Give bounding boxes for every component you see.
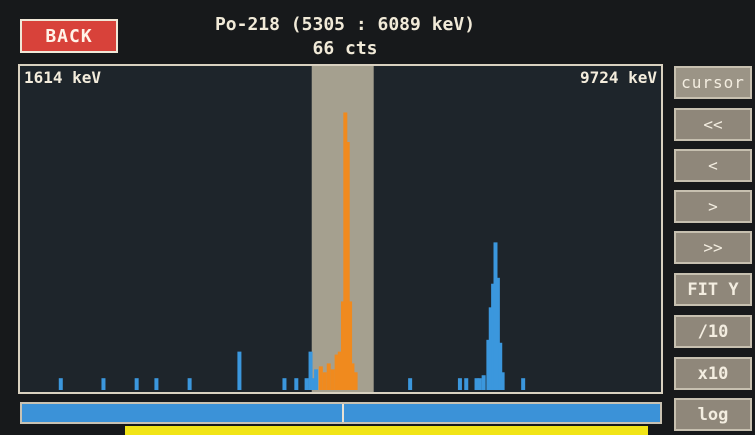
spectrum-bar (498, 342, 503, 390)
cursor-button[interactable]: cursor (674, 66, 752, 99)
spectrum-bar (493, 242, 498, 390)
divide-10-button[interactable]: /10 (674, 315, 752, 348)
roi-counts: 66 cts (312, 38, 378, 59)
spectrum-plot[interactable]: 1614 keV 9724 keV (18, 64, 663, 394)
fit-y-button[interactable]: FIT Y (674, 273, 752, 306)
spectrum-bar (408, 378, 413, 390)
spectrum-bar (187, 378, 192, 390)
spectrum-bar (237, 351, 242, 390)
spectrum-bar (154, 378, 159, 390)
roi-spectrum-bar (330, 369, 335, 390)
spectrum-bar (500, 372, 505, 390)
spectrum-bar (477, 378, 482, 390)
roi-spectrum-bar (340, 301, 345, 390)
roi-title: Po-218 (5305 : 6089 keV) (214, 14, 476, 35)
spectrum-bar (486, 339, 491, 390)
roi-spectrum-bar (345, 142, 350, 390)
spectrum-bar (58, 378, 63, 390)
spectrum-scrollbar[interactable] (20, 402, 662, 424)
back-button[interactable]: BACK (20, 19, 118, 53)
spectrum-bar (314, 369, 319, 390)
spectrum-bar (481, 375, 486, 390)
scrollbar-divider (342, 404, 344, 422)
fast-left-button[interactable]: << (674, 108, 752, 141)
left-button[interactable]: < (674, 149, 752, 182)
range-max-label: 9724 keV (579, 68, 657, 87)
roi-spectrum-bar (353, 372, 358, 390)
fast-right-button[interactable]: >> (674, 231, 752, 264)
roi-spectrum-bar (322, 372, 327, 390)
spectrum-bar (521, 378, 526, 390)
right-button[interactable]: > (674, 190, 752, 223)
spectrum-bar (101, 378, 106, 390)
spectrum-bar (294, 378, 299, 390)
status-bar (125, 426, 648, 435)
spectrum-bar (488, 307, 493, 390)
spectrum-bar (310, 378, 315, 390)
roi-spectrum-bar (350, 363, 355, 390)
roi-spectrum-bar (348, 301, 353, 390)
roi-spectrum-bar (337, 351, 342, 390)
top-bar: BACK Po-218 (5305 : 6089 keV) 66 cts (0, 0, 755, 66)
spectrum-bar (491, 283, 496, 390)
spectrum-bar (308, 351, 313, 390)
spectrum-bar (464, 378, 469, 390)
roi-spectrum-bar (343, 112, 348, 390)
roi-spectrum-bar (334, 354, 339, 390)
roi-spectrum-bar (318, 366, 323, 390)
range-min-label: 1614 keV (24, 68, 102, 87)
spectrum-bar (457, 378, 462, 390)
roi-spectrum-bar (326, 363, 331, 390)
spectrum-bar (495, 277, 500, 390)
spectrum-bar (304, 378, 309, 390)
spectrum-svg (58, 66, 526, 392)
spectrum-bar (134, 378, 139, 390)
log-scale-button[interactable]: log (674, 398, 752, 431)
spectrum-bar (474, 378, 479, 390)
spectrum-bar (282, 378, 287, 390)
multiply-10-button[interactable]: x10 (674, 357, 752, 390)
